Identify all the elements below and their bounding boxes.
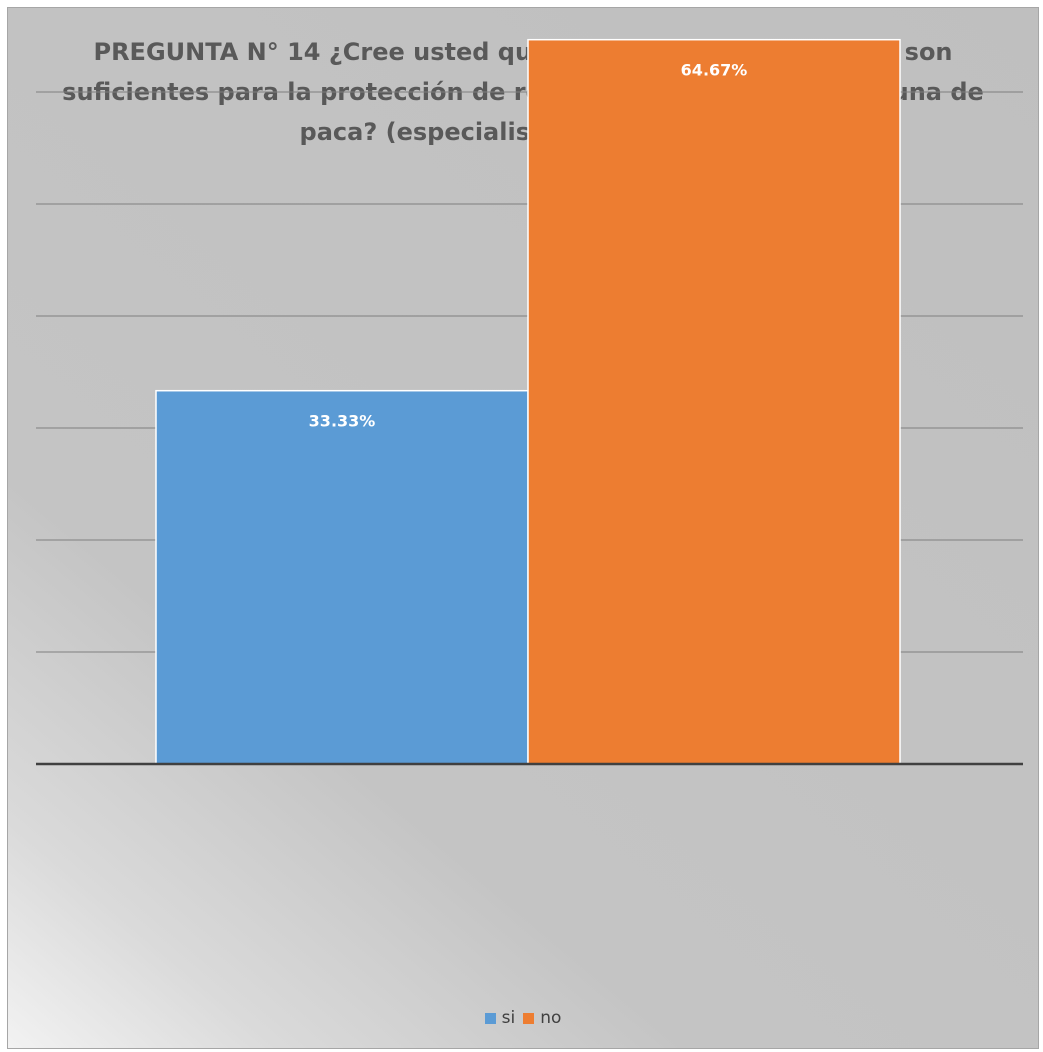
legend-label-si: si <box>501 1008 516 1028</box>
legend-swatch-si <box>484 1012 496 1024</box>
legend-item-no: no <box>523 1008 561 1028</box>
legend-item-si: si <box>484 1008 516 1028</box>
bar-si <box>155 389 529 765</box>
data-label-si: 33.33% <box>309 412 376 431</box>
chart-frame: PREGUNTA N° 14 ¿Cree usted que las leyes… <box>7 7 1039 1049</box>
legend-swatch-no <box>523 1012 535 1024</box>
legend: si no <box>8 1008 1038 1029</box>
data-label-no: 64.67% <box>681 61 748 80</box>
plot-area: 33.33% 64.67% <box>36 38 1023 766</box>
bar-no <box>527 38 901 765</box>
legend-label-no: no <box>540 1008 562 1028</box>
